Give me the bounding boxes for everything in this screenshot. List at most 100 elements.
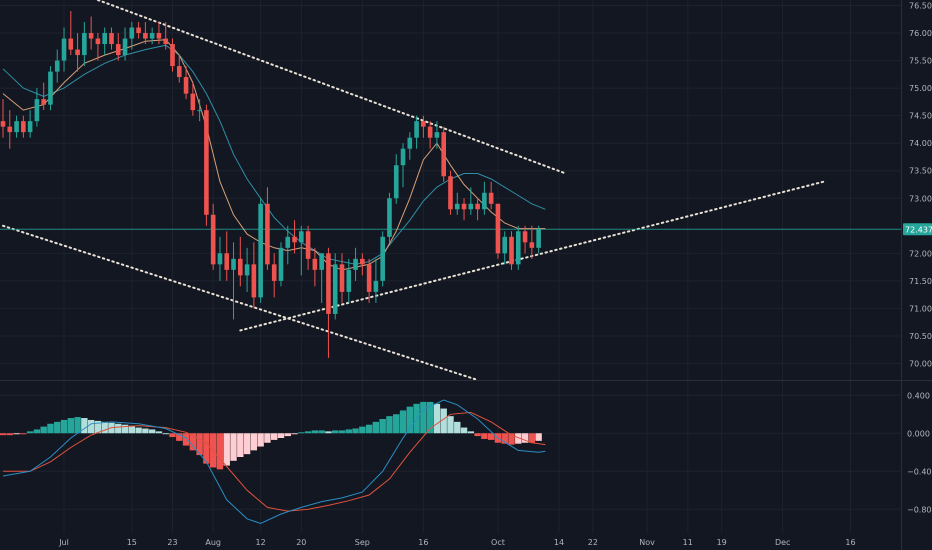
macd-histogram-bar [277,433,285,438]
time-axis-label: 12 [256,538,266,547]
candle-body [360,258,365,265]
macd-histogram-bar [142,428,149,434]
candle-body [176,66,182,78]
macd-histogram-bar [26,431,34,434]
macd-histogram-bar [501,433,508,444]
candle-body [136,27,141,34]
time-axis-label: 15 [127,538,137,547]
candle-body [244,264,250,276]
candle-body [488,192,494,204]
time-axis-label: 22 [588,538,598,547]
time-axis-label: 14 [554,538,564,547]
macd-histogram-bar [230,433,237,461]
candle-body [536,229,541,248]
candle-body [387,198,392,237]
candle-body [7,126,13,133]
candle-body [0,121,6,127]
price-axis-label: 70.000 [909,359,932,368]
macd-histogram-bar [521,433,529,443]
candle-body [197,110,202,112]
macd-axis-label: −0.400 [907,467,932,476]
macd-histogram-bar [508,433,515,445]
macd-histogram-bar [365,424,373,434]
macd-axis-label: −0.800 [907,505,932,514]
grid [0,0,901,533]
candle-body [27,121,33,133]
macd-histogram-bar [81,418,88,434]
candle-body [421,121,426,127]
candle-body [190,93,196,111]
macd-histogram-bar [189,433,197,451]
time-axis-label: Sep [355,538,370,547]
candle-body [238,258,243,276]
macd-histogram-bar [176,433,183,441]
candle-body [251,264,257,298]
macd-histogram-bar [481,433,488,439]
candle-body [54,60,60,72]
candle-body [305,231,311,259]
macd-histogram-bar [60,419,68,434]
price-axis-label: 73.500 [909,167,932,176]
macd-histogram-bar [135,427,142,434]
price-axis-label: 76.500 [909,2,932,11]
candle-body [149,33,155,39]
price-axis-label: 73.000 [909,194,932,203]
macd-histogram-bar [399,410,407,434]
macd-signal-line [3,411,546,512]
time-axis-label: Dec [775,538,790,547]
candle-body [75,49,80,56]
candle-body [258,203,263,298]
candle-body [143,33,148,39]
macd-histogram-bar [121,424,129,434]
macd-histogram-bar [216,433,224,470]
macd-axis-label: 0.400 [907,391,930,400]
candle-body [502,236,508,254]
candle-body [393,165,399,199]
candle-body [373,280,379,292]
candle-body [407,137,413,149]
macd-axis-label: 0.000 [907,429,930,438]
price-axis-label: 74.000 [909,139,932,148]
macd-histogram-bar [318,430,325,434]
macd-histogram-bar [359,426,366,434]
candle-body [88,33,94,39]
last-price-badge [903,223,932,236]
macd-histogram-bar [345,429,352,434]
macd-histogram-bar [271,433,278,440]
macd-histogram-bar [460,427,468,434]
macd-histogram-bar [454,421,461,434]
macd-histogram-bar [487,433,495,440]
macd-histogram-bar [284,433,291,437]
price-axis-label: 70.500 [909,332,932,341]
macd-histogram-bar [6,433,13,436]
macd-histogram-bar [67,418,74,434]
candle-body [441,132,446,177]
macd-histogram-bar [94,420,102,434]
candle-body [339,264,345,292]
price-axis-label: 75.000 [909,84,932,93]
candle-body [48,71,53,105]
macd-histogram-bar [447,416,454,434]
price-axis-label: 74.500 [909,112,932,121]
macd-histogram-bar [196,433,203,456]
price-axis-label: 75.500 [909,57,932,66]
macd-histogram-bar [379,419,386,434]
candle-body [319,253,324,270]
axes: 76.500 76.000 75.500 75.000 74.500 74.000 73.5… [58,2,932,547]
macd-pane [0,399,546,525]
macd-histogram-bar [474,433,481,437]
candle-body [522,231,528,243]
price-axis-label: 72.000 [909,249,932,258]
candle-body [414,121,419,138]
macd-histogram-bar [406,406,413,434]
candle-body [41,99,46,105]
candle-body [102,33,107,45]
last-price-label: 72.437 [903,223,932,236]
candle-body [68,38,74,50]
macd-line [2,399,546,525]
time-axis-label: 23 [167,538,177,547]
macd-histogram-bar [128,425,136,434]
macd-histogram-bar [420,401,427,434]
candle-body [326,253,331,314]
candle-body [61,38,67,61]
